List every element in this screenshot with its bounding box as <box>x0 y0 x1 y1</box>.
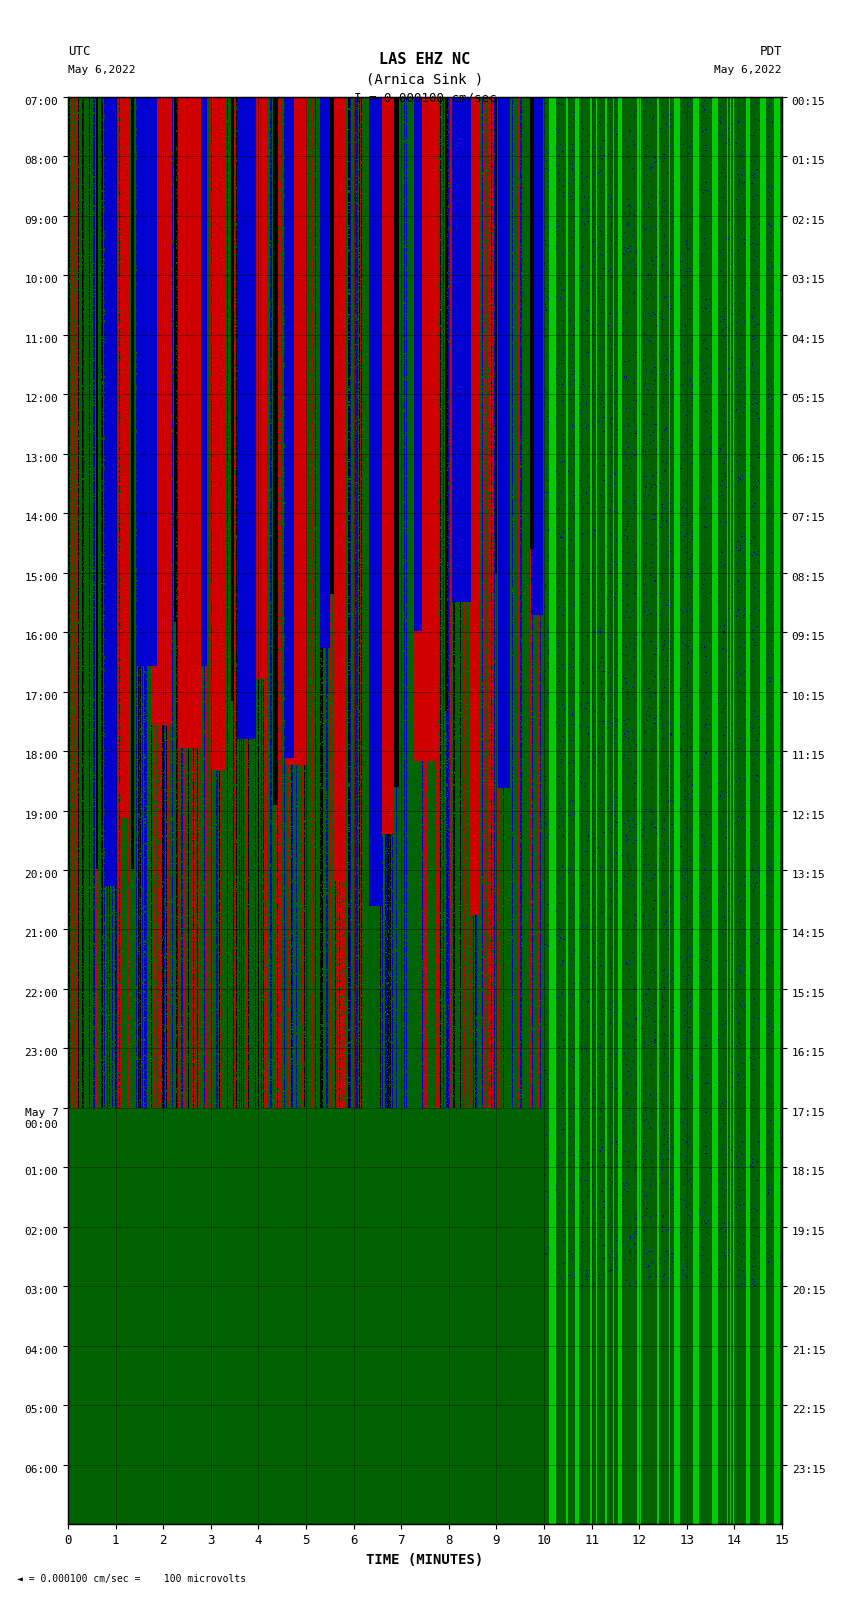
Text: LAS EHZ NC: LAS EHZ NC <box>379 52 471 66</box>
Text: UTC: UTC <box>68 45 90 58</box>
Text: (Arnica Sink ): (Arnica Sink ) <box>366 73 484 87</box>
Text: I = 0.000100 cm/sec: I = 0.000100 cm/sec <box>354 92 496 105</box>
Text: May 6,2022: May 6,2022 <box>715 65 782 74</box>
X-axis label: TIME (MINUTES): TIME (MINUTES) <box>366 1553 484 1566</box>
Text: PDT: PDT <box>760 45 782 58</box>
Text: May 6,2022: May 6,2022 <box>68 65 135 74</box>
Text: ◄ = 0.000100 cm/sec =    100 microvolts: ◄ = 0.000100 cm/sec = 100 microvolts <box>17 1574 246 1584</box>
